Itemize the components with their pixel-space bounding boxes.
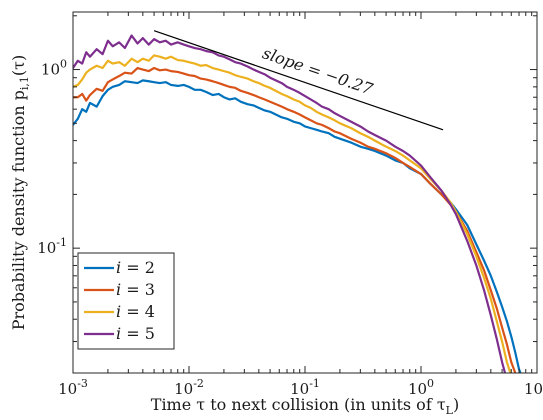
y-axis-label-subscript: i,1 — [18, 76, 31, 90]
x-tick-label-base: 10 — [58, 380, 77, 398]
y-tick-label-exponent: 0 — [60, 58, 67, 71]
x-axis-label: Time τ to next collision (in units of τL… — [151, 395, 459, 416]
y-tick-label: 10-1 — [37, 236, 67, 257]
y-tick-label-base: 10 — [41, 61, 60, 79]
y-axis-label: Probability density function pi,1(τ) — [9, 55, 31, 331]
legend-label-variable: i — [116, 258, 121, 277]
x-tick-label-base: 10 — [174, 380, 193, 398]
y-axis-label-close: (τ) — [9, 55, 28, 76]
y-axis-label-main: Probability density function p — [9, 90, 28, 330]
x-axis-label-subscript: L — [446, 404, 454, 416]
slope-reference-line — [153, 30, 444, 131]
x-tick-label: 10-3 — [58, 377, 88, 398]
series-line-i4 — [73, 54, 512, 373]
x-tick-label-exponent: 0 — [427, 377, 434, 390]
x-tick-label-exponent: -1 — [309, 377, 320, 390]
legend-label: i = 2 — [116, 258, 155, 277]
legend: i = 2i = 3i = 4i = 5 — [77, 252, 175, 350]
legend-label-variable: i — [116, 302, 121, 321]
legend-label: i = 3 — [116, 280, 155, 299]
legend-label-variable: i — [116, 324, 121, 343]
x-tick-label-exponent: -3 — [77, 377, 88, 390]
x-axis-label-main: Time τ to next collision (in units of τ — [151, 395, 446, 414]
x-tick-label: 100 — [408, 377, 434, 398]
x-tick-label-base: 10 — [524, 380, 543, 398]
legend-label-value: = 4 — [121, 302, 155, 321]
x-tick-label: 101 — [524, 377, 543, 398]
x-tick-label-exponent: -2 — [193, 377, 204, 390]
x-tick-label: 10-2 — [174, 377, 204, 398]
legend-label-variable: i — [116, 280, 121, 299]
series-line-i5 — [73, 34, 507, 373]
x-tick-label-base: 10 — [290, 380, 309, 398]
x-tick-label: 10-1 — [290, 377, 320, 398]
legend-label-value: = 5 — [121, 324, 155, 343]
series-line-i3 — [73, 66, 517, 373]
legend-label: i = 4 — [116, 302, 155, 321]
legend-label: i = 5 — [116, 324, 155, 343]
y-tick-label: 100 — [41, 58, 67, 79]
legend-label-value: = 2 — [121, 258, 155, 277]
y-tick-label-base: 10 — [37, 239, 56, 257]
series-layer — [73, 34, 522, 373]
x-tick-label-base: 10 — [408, 380, 427, 398]
y-tick-label-exponent: -1 — [56, 236, 67, 249]
legend-label-value: = 3 — [121, 280, 155, 299]
x-axis-label-close: ) — [453, 395, 459, 414]
